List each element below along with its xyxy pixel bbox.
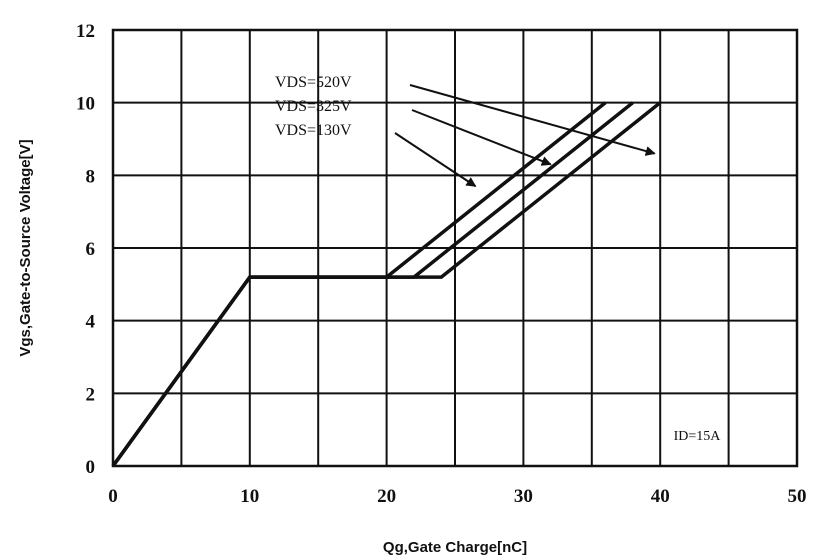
series-lines — [111, 101, 662, 468]
y-tick-label: 4 — [86, 312, 96, 333]
series-label-1: VDS=325V — [275, 98, 352, 115]
series-label-0: VDS=520V — [275, 74, 352, 91]
x-tick-label: 0 — [108, 486, 118, 507]
series-line-2 — [111, 101, 607, 468]
grid — [113, 30, 797, 466]
series-labels: VDS=520V VDS=325V VDS=130V — [275, 74, 656, 188]
series-label-2: VDS=130V — [275, 122, 352, 139]
series-arrow-1 — [411, 109, 552, 166]
y-tick-label: 0 — [86, 457, 96, 478]
series-arrow-0 — [409, 84, 656, 156]
tick-labels: 0 10 20 30 40 50 0 2 4 6 8 10 12 — [76, 21, 807, 507]
y-tick-label: 6 — [86, 239, 96, 260]
x-tick-label: 40 — [651, 486, 670, 507]
x-tick-label: 20 — [377, 486, 396, 507]
current-annotation: ID=15A — [674, 429, 722, 444]
y-tick-label: 10 — [76, 94, 95, 115]
series-arrow-2 — [394, 132, 477, 188]
series-line-1 — [111, 101, 634, 468]
y-tick-label: 12 — [76, 21, 95, 42]
plot-frame — [111, 28, 799, 468]
y-tick-label: 2 — [86, 384, 96, 405]
x-tick-label: 50 — [788, 486, 807, 507]
x-axis-label: Qg,Gate Charge[nC] — [383, 539, 527, 556]
y-axis-label: Vgs,Gate-to-Source Voltage[V] — [17, 139, 34, 356]
y-tick-label: 8 — [86, 166, 96, 187]
x-tick-label: 10 — [240, 486, 259, 507]
x-tick-label: 30 — [514, 486, 533, 507]
